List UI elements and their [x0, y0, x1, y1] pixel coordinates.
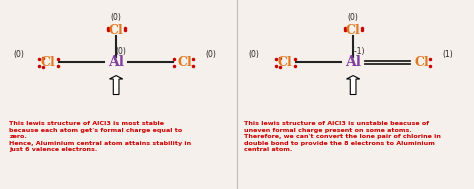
- Text: (-1): (-1): [351, 46, 365, 56]
- Text: (0): (0): [116, 46, 126, 56]
- Text: Al: Al: [108, 55, 124, 69]
- Text: (0): (0): [111, 12, 121, 22]
- Text: Al: Al: [345, 55, 361, 69]
- Text: Cl: Cl: [346, 24, 361, 37]
- FancyArrow shape: [109, 76, 123, 94]
- FancyArrow shape: [346, 76, 360, 94]
- Text: (1): (1): [443, 50, 453, 59]
- Text: (0): (0): [248, 50, 259, 59]
- Text: This lewis structure of AlCl3 is unstable beacuse of
uneven formal charge presen: This lewis structure of AlCl3 is unstabl…: [244, 121, 441, 152]
- Text: (0): (0): [206, 50, 216, 59]
- Text: (0): (0): [14, 50, 24, 59]
- Text: Cl: Cl: [277, 56, 292, 69]
- Text: (0): (0): [348, 12, 358, 22]
- Text: Cl: Cl: [40, 56, 55, 69]
- Text: Cl: Cl: [109, 24, 124, 37]
- Text: Cl: Cl: [177, 56, 192, 69]
- Text: This lewis structure of AlCl3 is most stable
because each atom get's formal char: This lewis structure of AlCl3 is most st…: [9, 121, 191, 152]
- Text: Cl: Cl: [414, 56, 429, 69]
